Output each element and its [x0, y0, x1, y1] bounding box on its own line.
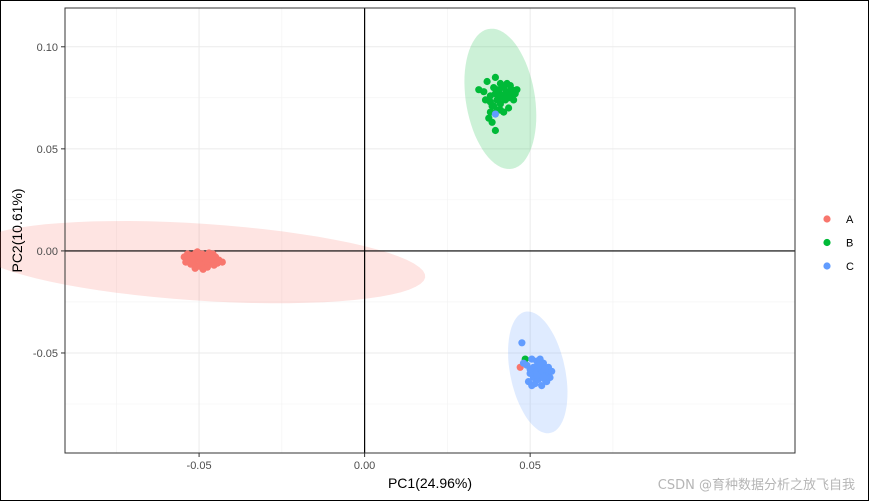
- point-C: [491, 110, 499, 118]
- point-C: [526, 365, 534, 373]
- point-A: [183, 250, 192, 258]
- data-points: [180, 73, 556, 390]
- point-B: [483, 77, 491, 86]
- panel-border: [64, 7, 796, 454]
- legend-key-C: [823, 262, 831, 270]
- point-C: [539, 373, 548, 382]
- y-tick-label: 0.05: [37, 144, 58, 156]
- point-C: [536, 355, 544, 363]
- x-tick-label: -0.05: [187, 460, 212, 472]
- point-C: [518, 339, 526, 347]
- legend-label-C: C: [846, 261, 854, 273]
- y-tick-label: -0.05: [33, 348, 58, 360]
- point-C: [541, 365, 549, 373]
- point-B: [481, 96, 490, 104]
- point-B: [513, 86, 521, 94]
- point-B: [500, 94, 508, 102]
- point-A: [191, 264, 199, 272]
- point-A: [193, 248, 201, 256]
- point-A: [218, 258, 226, 266]
- point-B: [496, 106, 504, 114]
- point-C: [528, 382, 536, 390]
- legend-label-B: B: [846, 238, 853, 250]
- point-B: [490, 102, 498, 110]
- point-B: [491, 126, 499, 135]
- point-C: [534, 361, 543, 369]
- legend-label-A: A: [846, 214, 854, 226]
- point-A: [197, 253, 205, 261]
- point-C: [533, 371, 541, 379]
- point-B: [506, 82, 514, 90]
- axis-ticks: -0.05 0.00 0.05 0.10 0.05 0.00 -0.05: [33, 42, 541, 472]
- legend-key-B: [823, 238, 831, 247]
- point-B: [491, 90, 499, 98]
- y-tick-label: 0.00: [37, 246, 58, 258]
- point-B: [475, 86, 483, 94]
- x-tick-label: 0.05: [519, 460, 540, 472]
- plot-panel: [65, 8, 795, 453]
- point-B: [496, 100, 504, 108]
- point-A: [209, 250, 217, 258]
- point-C: [519, 359, 528, 367]
- point-A: [182, 258, 190, 266]
- watermark: CSDN @育种数据分析之放飞自我: [657, 478, 855, 493]
- legend-key-A: [823, 215, 831, 223]
- point-C: [538, 382, 546, 390]
- x-axis-title: PC1(24.96%): [388, 475, 472, 491]
- point-B: [488, 118, 496, 126]
- point-C: [548, 367, 556, 375]
- point-A: [188, 255, 197, 263]
- point-B: [491, 73, 499, 81]
- legend: ABC: [823, 214, 854, 273]
- point-A: [202, 257, 210, 265]
- y-tick-label: 0.10: [37, 42, 58, 54]
- point-B: [498, 82, 506, 90]
- y-axis-title: PC2(10.61%): [9, 188, 25, 272]
- x-tick-label: 0.00: [354, 460, 375, 472]
- point-B: [505, 104, 513, 112]
- point-A: [199, 265, 207, 273]
